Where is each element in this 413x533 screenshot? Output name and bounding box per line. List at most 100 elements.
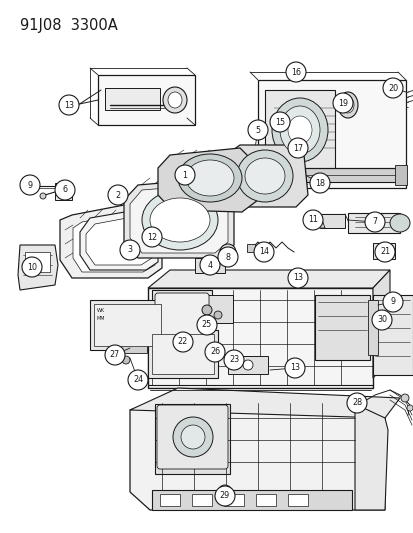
Polygon shape	[372, 270, 389, 378]
Bar	[147, 288, 372, 388]
Bar	[257, 80, 405, 188]
Polygon shape	[158, 148, 257, 212]
Bar	[154, 404, 230, 474]
Circle shape	[302, 210, 322, 230]
Text: 13: 13	[292, 273, 302, 282]
Bar	[152, 334, 214, 374]
Text: 6: 6	[62, 185, 67, 195]
Text: 13: 13	[289, 364, 299, 373]
Text: 22: 22	[178, 337, 188, 346]
Bar	[314, 295, 369, 360]
Polygon shape	[221, 145, 307, 207]
Text: WK: WK	[97, 308, 105, 313]
Circle shape	[223, 248, 231, 256]
Bar	[372, 243, 394, 259]
Circle shape	[20, 175, 40, 195]
Text: 29: 29	[219, 491, 230, 500]
Circle shape	[108, 185, 128, 205]
Text: 4: 4	[207, 261, 212, 270]
Bar	[287, 494, 307, 506]
Circle shape	[332, 93, 352, 113]
Bar	[372, 295, 412, 375]
Ellipse shape	[178, 154, 242, 202]
Circle shape	[309, 173, 329, 193]
Ellipse shape	[168, 92, 182, 108]
Ellipse shape	[271, 98, 327, 162]
Circle shape	[218, 247, 237, 267]
Circle shape	[122, 356, 130, 364]
Circle shape	[218, 485, 231, 499]
Text: 12: 12	[147, 232, 157, 241]
Text: 3: 3	[127, 246, 132, 254]
Circle shape	[197, 315, 216, 335]
Circle shape	[269, 112, 289, 132]
Circle shape	[219, 244, 235, 260]
Polygon shape	[80, 208, 158, 270]
Circle shape	[382, 78, 402, 98]
Text: 19: 19	[337, 99, 347, 108]
Circle shape	[142, 227, 161, 247]
Ellipse shape	[279, 106, 319, 154]
Text: 1: 1	[182, 171, 187, 180]
Circle shape	[223, 350, 243, 370]
Text: 20: 20	[387, 84, 397, 93]
FancyBboxPatch shape	[154, 293, 209, 341]
Polygon shape	[60, 200, 161, 278]
Text: 9: 9	[389, 297, 394, 306]
Ellipse shape	[389, 214, 409, 232]
Circle shape	[242, 360, 252, 370]
Circle shape	[284, 358, 304, 378]
Text: 5: 5	[255, 125, 260, 134]
Text: 30: 30	[376, 316, 386, 325]
Ellipse shape	[337, 92, 357, 118]
Ellipse shape	[341, 97, 353, 113]
Bar	[147, 330, 218, 378]
Bar	[304, 168, 399, 182]
Text: 16: 16	[290, 68, 300, 77]
Circle shape	[400, 394, 408, 402]
Circle shape	[214, 486, 235, 506]
Circle shape	[371, 310, 391, 330]
Text: 27: 27	[109, 351, 120, 359]
Polygon shape	[314, 214, 324, 228]
Polygon shape	[55, 183, 72, 200]
Text: 7: 7	[372, 217, 377, 227]
Bar	[192, 494, 211, 506]
Circle shape	[406, 405, 412, 411]
Ellipse shape	[287, 116, 311, 144]
Ellipse shape	[150, 198, 209, 242]
Circle shape	[204, 342, 224, 362]
Circle shape	[374, 242, 394, 262]
Polygon shape	[98, 75, 195, 125]
Bar	[264, 90, 334, 170]
Text: 2: 2	[115, 190, 120, 199]
Bar	[247, 244, 254, 252]
Text: 10: 10	[27, 262, 37, 271]
Ellipse shape	[163, 87, 187, 113]
Bar	[221, 258, 233, 264]
Bar	[115, 345, 147, 353]
Bar	[105, 88, 159, 110]
Text: 21: 21	[379, 247, 389, 256]
Bar	[367, 300, 377, 355]
Polygon shape	[86, 215, 152, 265]
Circle shape	[346, 393, 366, 413]
Polygon shape	[130, 388, 399, 418]
Circle shape	[175, 165, 195, 185]
Circle shape	[29, 183, 37, 191]
Bar	[94, 304, 161, 346]
Text: 28: 28	[351, 399, 361, 408]
Bar	[319, 214, 344, 228]
Ellipse shape	[185, 160, 233, 196]
Circle shape	[271, 116, 283, 128]
Text: 14: 14	[259, 247, 268, 256]
Circle shape	[287, 268, 307, 288]
Circle shape	[202, 305, 211, 315]
Polygon shape	[124, 178, 233, 258]
Text: 13: 13	[64, 101, 74, 109]
Bar	[90, 300, 165, 350]
Ellipse shape	[244, 158, 284, 194]
Polygon shape	[130, 184, 228, 253]
Circle shape	[214, 311, 221, 319]
Polygon shape	[130, 402, 384, 510]
